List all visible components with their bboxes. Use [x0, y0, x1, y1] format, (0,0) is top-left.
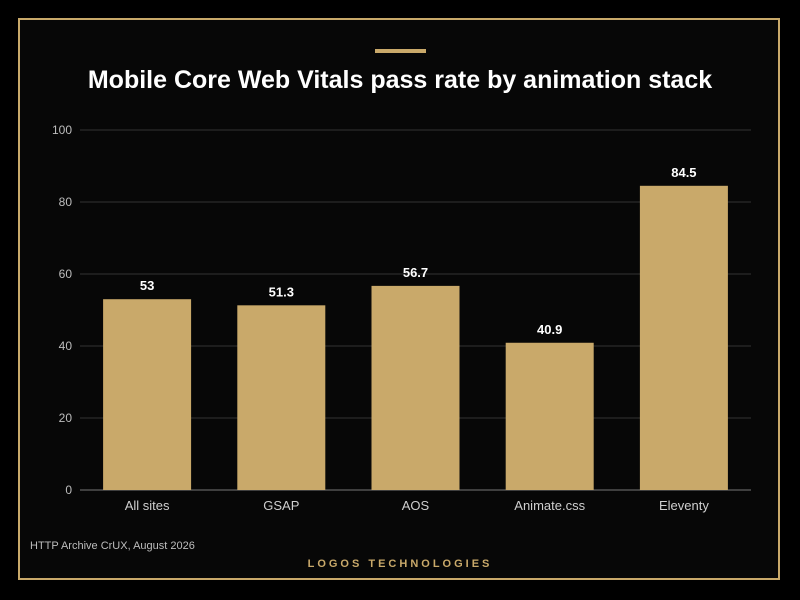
chart-title: Mobile Core Web Vitals pass rate by anim… [87, 66, 713, 94]
source-note: HTTP Archive CrUX, August 2026 [30, 540, 195, 552]
data-label: 51.3 [269, 284, 294, 299]
bars [103, 185, 728, 491]
bar [639, 185, 728, 491]
data-label: 53 [140, 278, 154, 293]
y-tick-label: 40 [59, 339, 73, 353]
data-label: 56.7 [403, 265, 428, 280]
y-tick-label: 80 [59, 195, 73, 209]
y-tick-label: 60 [59, 267, 73, 281]
bar [505, 342, 594, 490]
y-tick-label: 20 [59, 411, 73, 425]
x-tick-label: GSAP [263, 498, 299, 513]
data-label: 84.5 [671, 165, 696, 180]
brand-logo: LOGOS TECHNOLOGIES [307, 558, 493, 570]
y-tick-label: 0 [65, 483, 72, 497]
x-tick-label: AOS [402, 498, 430, 513]
x-tick-label: All sites [125, 498, 170, 513]
accent-bar [375, 49, 426, 53]
x-tick-label: Eleventy [659, 498, 709, 513]
bar [237, 305, 326, 490]
y-tick-label: 100 [52, 123, 72, 137]
data-label: 40.9 [537, 322, 562, 337]
bar [371, 285, 460, 490]
bar [103, 299, 192, 490]
x-tick-label: Animate.css [514, 498, 585, 513]
labels: 0 20 40 60 80 100 53 All sites 51.3 GSAP 56.7 AOS 40… [52, 123, 709, 513]
